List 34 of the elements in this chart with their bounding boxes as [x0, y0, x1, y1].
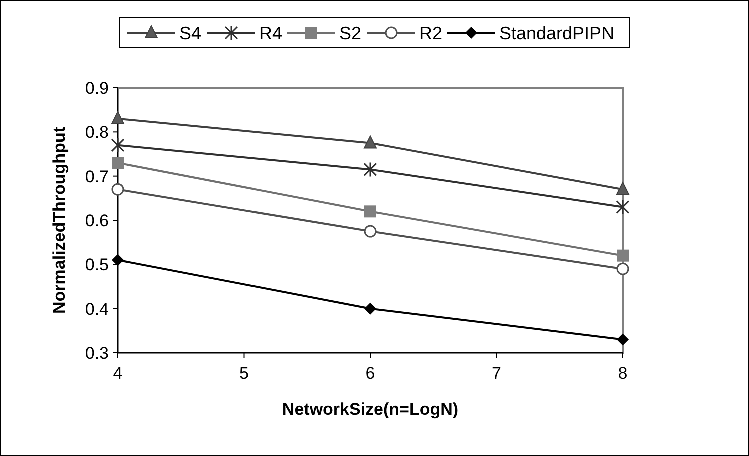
- y-tick-label: 0.5: [85, 256, 109, 275]
- point: [364, 302, 376, 315]
- point: [112, 183, 124, 196]
- y-axis-title: NormalizedThroughput: [50, 126, 69, 314]
- y-tick-label: 0.9: [85, 78, 109, 98]
- x-tick-label: 8: [618, 364, 628, 383]
- point: [616, 262, 630, 276]
- point: [112, 157, 124, 170]
- x-axis-title: NetworkSize(n=LogN): [282, 400, 459, 419]
- legend-label: R4: [260, 23, 283, 44]
- x-tick-label: 6: [366, 364, 376, 383]
- point: [616, 182, 630, 196]
- x-tick-label: 4: [113, 364, 123, 383]
- y-tick-label: 0.4: [85, 300, 109, 319]
- point: [364, 136, 377, 149]
- legend-label: StandardPIPN: [500, 23, 615, 44]
- legend-label: S2: [340, 23, 362, 44]
- y-tick-label: 0.3: [85, 344, 109, 363]
- x-tick-label: 7: [492, 364, 502, 383]
- y-tick-label: 0.6: [85, 211, 109, 230]
- point: [364, 206, 376, 218]
- point: [617, 250, 629, 262]
- legend-label: R2: [420, 23, 443, 44]
- x-tick-label: 5: [240, 364, 249, 383]
- point: [112, 254, 124, 266]
- point: [112, 111, 124, 124]
- y-tick-label: 0.8: [85, 123, 109, 142]
- point: [617, 334, 629, 346]
- y-tick-label: 0.7: [85, 167, 109, 186]
- point: [111, 138, 125, 154]
- point: [364, 225, 377, 238]
- point: [364, 162, 378, 178]
- legend-label: S4: [180, 23, 202, 44]
- point: [616, 200, 630, 215]
